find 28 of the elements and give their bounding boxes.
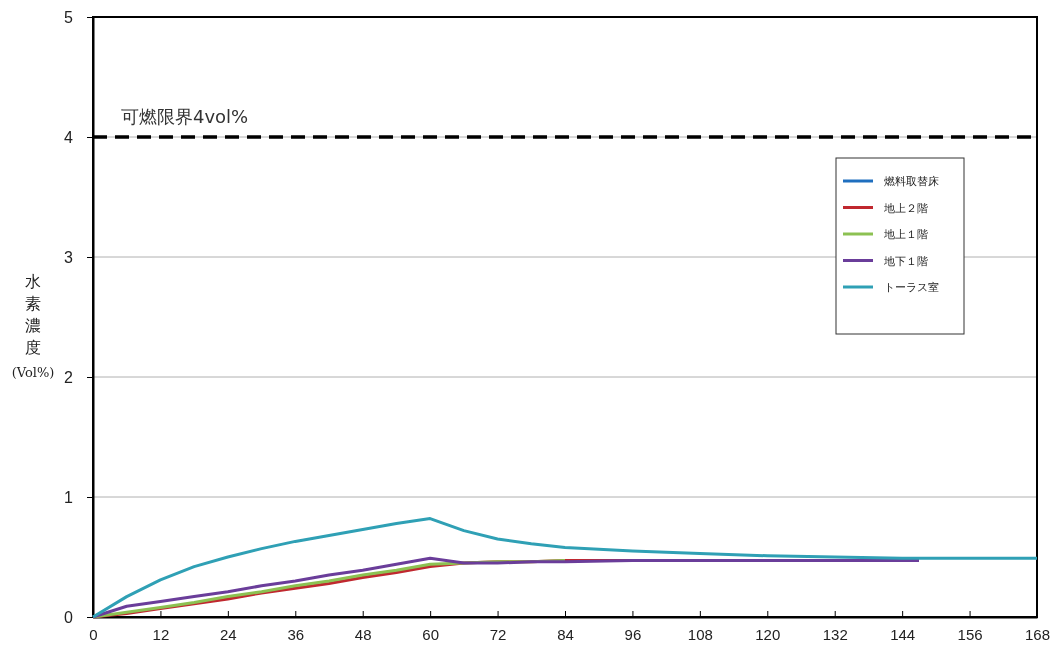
x-tick-label: 120 (755, 625, 781, 643)
legend-label: 地上１階 (883, 228, 928, 241)
ref-line-label: 可燃限界4vol% (121, 106, 249, 127)
y-tick-label: 4 (64, 128, 74, 146)
x-tick-label: 108 (687, 625, 713, 643)
x-tick-label: 12 (152, 625, 170, 643)
x-tick-label: 0 (89, 625, 98, 643)
y-tick-label: 1 (64, 488, 74, 506)
legend-label: 地上２階 (883, 201, 928, 215)
x-tick-label: 36 (287, 625, 305, 643)
legend-label: 地下１階 (883, 254, 928, 268)
x-tick-label: 72 (489, 625, 507, 643)
y-tick-label: 5 (64, 8, 74, 26)
x-tick-label: 48 (354, 625, 372, 643)
y-axis-title: 水素濃度(Vol%) (11, 272, 55, 380)
x-tick-label: 84 (557, 625, 574, 643)
x-tick-label: 132 (822, 625, 848, 643)
x-tick-label: 60 (422, 625, 439, 643)
x-tick-label: 156 (957, 625, 983, 643)
x-tick-label: 168 (1024, 625, 1051, 643)
y-tick-label: 0 (64, 608, 74, 626)
legend-label: トーラス室 (884, 281, 939, 294)
x-tick-label: 24 (220, 625, 237, 643)
x-tick-label: 96 (624, 625, 642, 643)
y-tick-label: 2 (64, 368, 74, 386)
legend-label: 燃料取替床 (884, 175, 939, 188)
x-tick-label: 144 (890, 625, 916, 643)
y-tick-label: 3 (64, 248, 74, 266)
